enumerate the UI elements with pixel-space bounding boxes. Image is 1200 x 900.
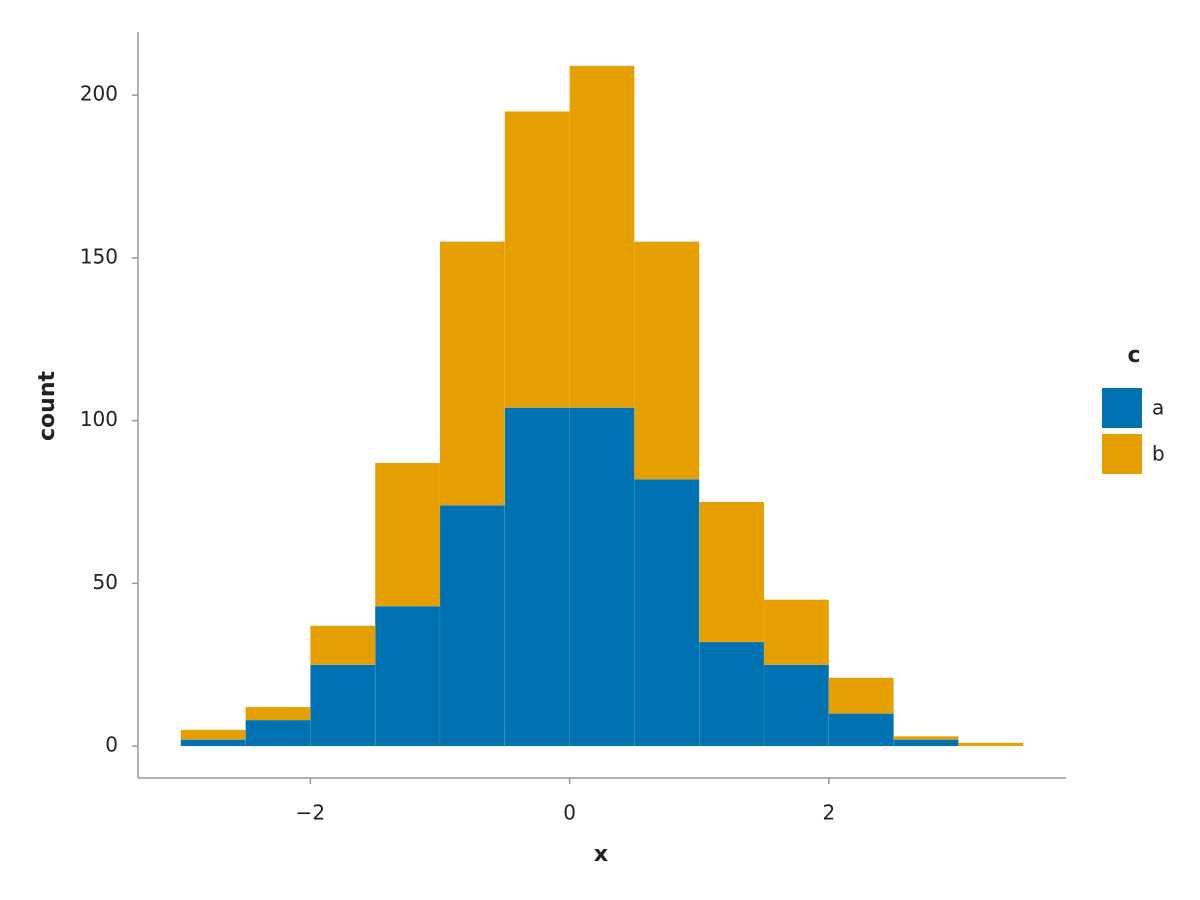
- y-tick-label: 0: [105, 733, 118, 757]
- bar: [504, 111, 570, 408]
- bar: [374, 605, 441, 747]
- bar: [439, 504, 506, 747]
- bar: [698, 641, 765, 747]
- bar: [634, 478, 700, 747]
- bar: [569, 407, 635, 747]
- x-axis-label: x: [594, 842, 608, 867]
- bar: [893, 736, 959, 740]
- bar: [439, 241, 506, 506]
- bar: [504, 407, 570, 747]
- y-tick-label: 150: [80, 244, 118, 268]
- bar: [180, 739, 246, 747]
- y-tick-label: 200: [80, 82, 118, 106]
- legend-label: b: [1152, 442, 1165, 466]
- bar: [763, 664, 830, 747]
- y-tick-label: 100: [80, 407, 118, 431]
- x-tick-label: −2: [296, 801, 325, 825]
- bar: [958, 742, 1024, 747]
- bar: [245, 706, 311, 721]
- bar: [828, 677, 894, 714]
- bar: [310, 625, 376, 665]
- x-tick-label: 0: [563, 801, 576, 825]
- legend-label: a: [1152, 396, 1164, 420]
- bar: [569, 65, 635, 408]
- bar: [180, 729, 246, 740]
- bar: [245, 719, 311, 747]
- bar: [763, 599, 830, 665]
- legend-swatch: [1102, 434, 1142, 474]
- bar: [374, 462, 441, 607]
- bar: [698, 501, 765, 643]
- y-axis-label: count: [35, 371, 60, 441]
- legend-title: c: [1127, 343, 1140, 368]
- y-tick-label: 50: [93, 570, 118, 594]
- bar: [310, 664, 376, 747]
- bar: [634, 241, 700, 480]
- bar: [828, 713, 894, 747]
- legend-swatch: [1102, 388, 1142, 428]
- x-tick-label: 2: [822, 801, 835, 825]
- bar: [893, 739, 959, 747]
